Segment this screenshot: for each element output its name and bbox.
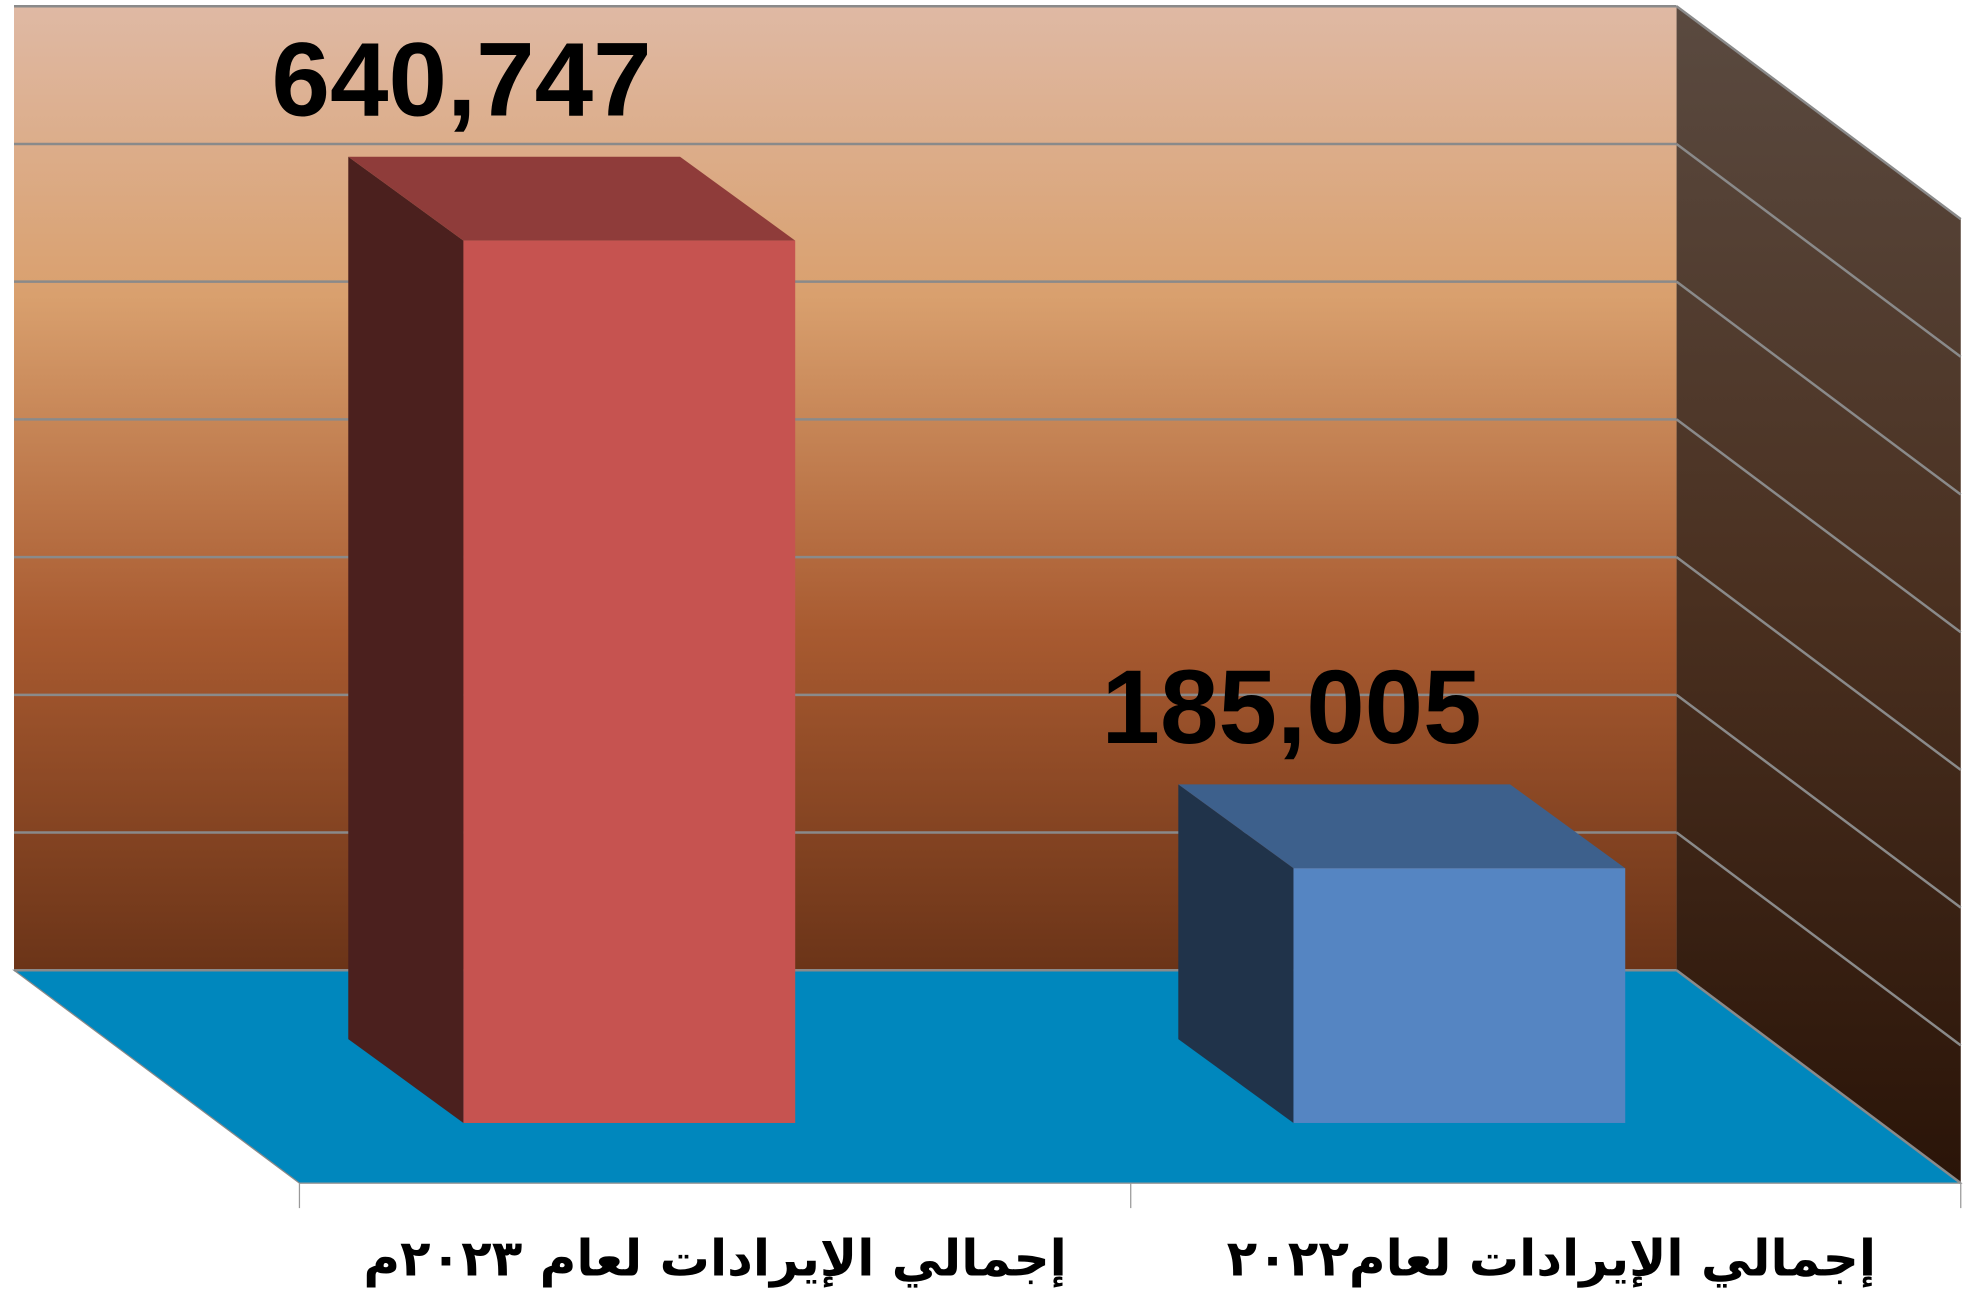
bar: [1293, 868, 1626, 1123]
side-grid-line: [1675, 280, 1962, 496]
side-wall: [1676, 6, 1961, 1184]
side-grid-line: [1675, 693, 1962, 909]
side-grid-line: [1675, 969, 1962, 1185]
bars: 640,747 إجمالي الإيرادات لعام ٢٠٢٣م 185,00…: [272, 22, 1877, 1289]
side-grid-line: [1675, 831, 1962, 1047]
floor: [12, 969, 1963, 1184]
bar-side: [1178, 784, 1294, 1123]
x-tick-label: إجمالي الإيرادات لعام ٢٠٢٣م: [363, 1229, 1067, 1288]
grid: [14, 5, 1962, 1185]
side-grid-line: [1675, 5, 1962, 221]
bar-top: [348, 156, 796, 241]
value-label: 640,747: [272, 22, 652, 139]
bar: [463, 240, 796, 1123]
bar-side: [348, 156, 464, 1123]
side-grid-line: [1675, 142, 1962, 358]
side-grid-line: [1675, 556, 1962, 771]
side-grid-line: [1675, 418, 1962, 634]
bar-top: [1178, 784, 1626, 869]
x-tick-label: إجمالي الإيرادات لعام٢٠٢٢: [1227, 1229, 1876, 1288]
value-label: 185,005: [1102, 649, 1482, 766]
